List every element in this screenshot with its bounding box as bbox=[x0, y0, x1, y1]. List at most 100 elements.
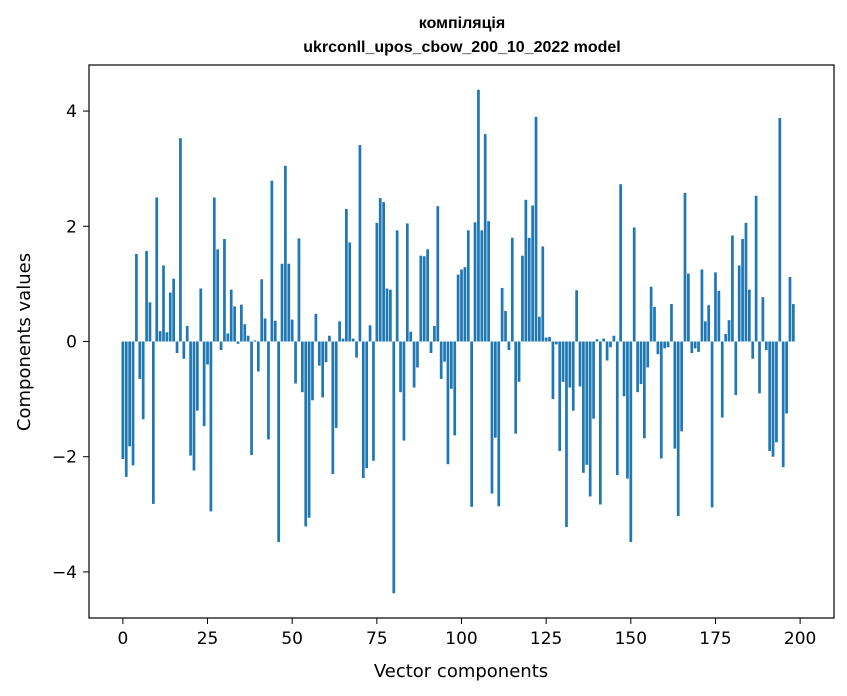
bar bbox=[649, 286, 653, 342]
bar bbox=[534, 116, 538, 342]
bar bbox=[463, 267, 467, 342]
bar bbox=[382, 202, 385, 342]
bar bbox=[544, 337, 548, 342]
bar bbox=[565, 341, 568, 527]
bar bbox=[355, 341, 358, 358]
bar bbox=[389, 289, 392, 342]
bar bbox=[392, 341, 396, 594]
bar bbox=[568, 341, 572, 388]
bar bbox=[189, 341, 192, 456]
bar bbox=[683, 192, 687, 342]
bar bbox=[673, 341, 677, 449]
bar bbox=[267, 341, 270, 440]
x-tick-label: 0 bbox=[117, 629, 128, 649]
bar bbox=[490, 341, 494, 494]
bar bbox=[724, 334, 727, 342]
bar bbox=[304, 341, 308, 527]
bar bbox=[659, 341, 663, 459]
bar bbox=[554, 341, 558, 345]
bar bbox=[368, 325, 372, 342]
bar bbox=[751, 341, 755, 359]
bar bbox=[175, 341, 179, 354]
bar bbox=[236, 341, 240, 344]
bar bbox=[538, 316, 541, 342]
bar bbox=[240, 304, 243, 342]
bar bbox=[717, 290, 721, 342]
bar bbox=[754, 195, 758, 342]
bar bbox=[351, 338, 355, 342]
bar bbox=[612, 335, 616, 342]
bar bbox=[788, 276, 792, 342]
bar bbox=[744, 222, 748, 342]
y-axis-ticks: −4 −2 0 2 4 bbox=[52, 102, 89, 583]
x-axis-ticks: 0 25 50 75 100 125 150 175 200 bbox=[117, 618, 816, 649]
bar bbox=[158, 331, 162, 342]
bar bbox=[643, 341, 646, 439]
bar bbox=[138, 341, 142, 379]
bar bbox=[781, 341, 785, 468]
y-axis-label: Components values bbox=[14, 253, 35, 431]
bar bbox=[361, 341, 365, 479]
bar bbox=[693, 341, 697, 349]
y-tick-label: 4 bbox=[66, 102, 77, 122]
bar bbox=[270, 180, 274, 342]
bar bbox=[324, 341, 328, 363]
bar bbox=[639, 341, 643, 385]
bar bbox=[466, 230, 470, 342]
plot-frame bbox=[88, 64, 835, 619]
bar bbox=[531, 205, 534, 342]
bar bbox=[456, 274, 460, 342]
bar bbox=[277, 341, 280, 542]
bar bbox=[697, 341, 700, 352]
bar bbox=[135, 253, 138, 342]
bar bbox=[446, 341, 450, 465]
bar bbox=[473, 222, 477, 342]
bar bbox=[500, 287, 504, 342]
bar bbox=[260, 279, 264, 342]
bar bbox=[402, 341, 406, 441]
bar bbox=[727, 320, 731, 342]
bar bbox=[321, 341, 325, 398]
bar bbox=[690, 341, 694, 354]
x-tick-label: 75 bbox=[366, 629, 388, 649]
bar bbox=[399, 341, 402, 393]
bar bbox=[348, 242, 352, 342]
y-tick-label: 2 bbox=[66, 217, 77, 237]
bar bbox=[311, 341, 314, 401]
bar bbox=[792, 304, 795, 342]
bar bbox=[703, 321, 707, 342]
bar bbox=[687, 273, 690, 342]
bar bbox=[243, 324, 247, 342]
bar bbox=[558, 341, 562, 451]
x-tick-label: 175 bbox=[699, 629, 731, 649]
bar bbox=[338, 321, 341, 342]
bar bbox=[172, 278, 176, 342]
bar bbox=[470, 341, 474, 507]
bar bbox=[480, 230, 484, 342]
bar bbox=[585, 341, 589, 465]
bar bbox=[636, 341, 639, 393]
bar bbox=[253, 340, 257, 342]
bar bbox=[670, 304, 673, 342]
bar bbox=[385, 288, 389, 342]
bar bbox=[768, 341, 772, 451]
bar bbox=[375, 222, 379, 342]
bar bbox=[734, 341, 738, 396]
bar bbox=[700, 269, 704, 342]
bar bbox=[372, 341, 375, 461]
bar bbox=[334, 341, 338, 428]
bar bbox=[737, 265, 741, 342]
bar bbox=[483, 134, 487, 342]
bar bbox=[439, 341, 443, 379]
bar bbox=[121, 341, 125, 460]
bar bbox=[256, 341, 260, 372]
bar bbox=[412, 341, 416, 388]
bar bbox=[527, 237, 531, 342]
chart-title-line-2: ukrconll_upos_cbow_200_10_2022 model bbox=[303, 39, 620, 56]
bar bbox=[561, 341, 565, 382]
bar bbox=[199, 288, 203, 342]
bar bbox=[619, 184, 623, 342]
bar bbox=[646, 341, 650, 368]
bar bbox=[280, 263, 284, 342]
bar bbox=[216, 249, 220, 342]
